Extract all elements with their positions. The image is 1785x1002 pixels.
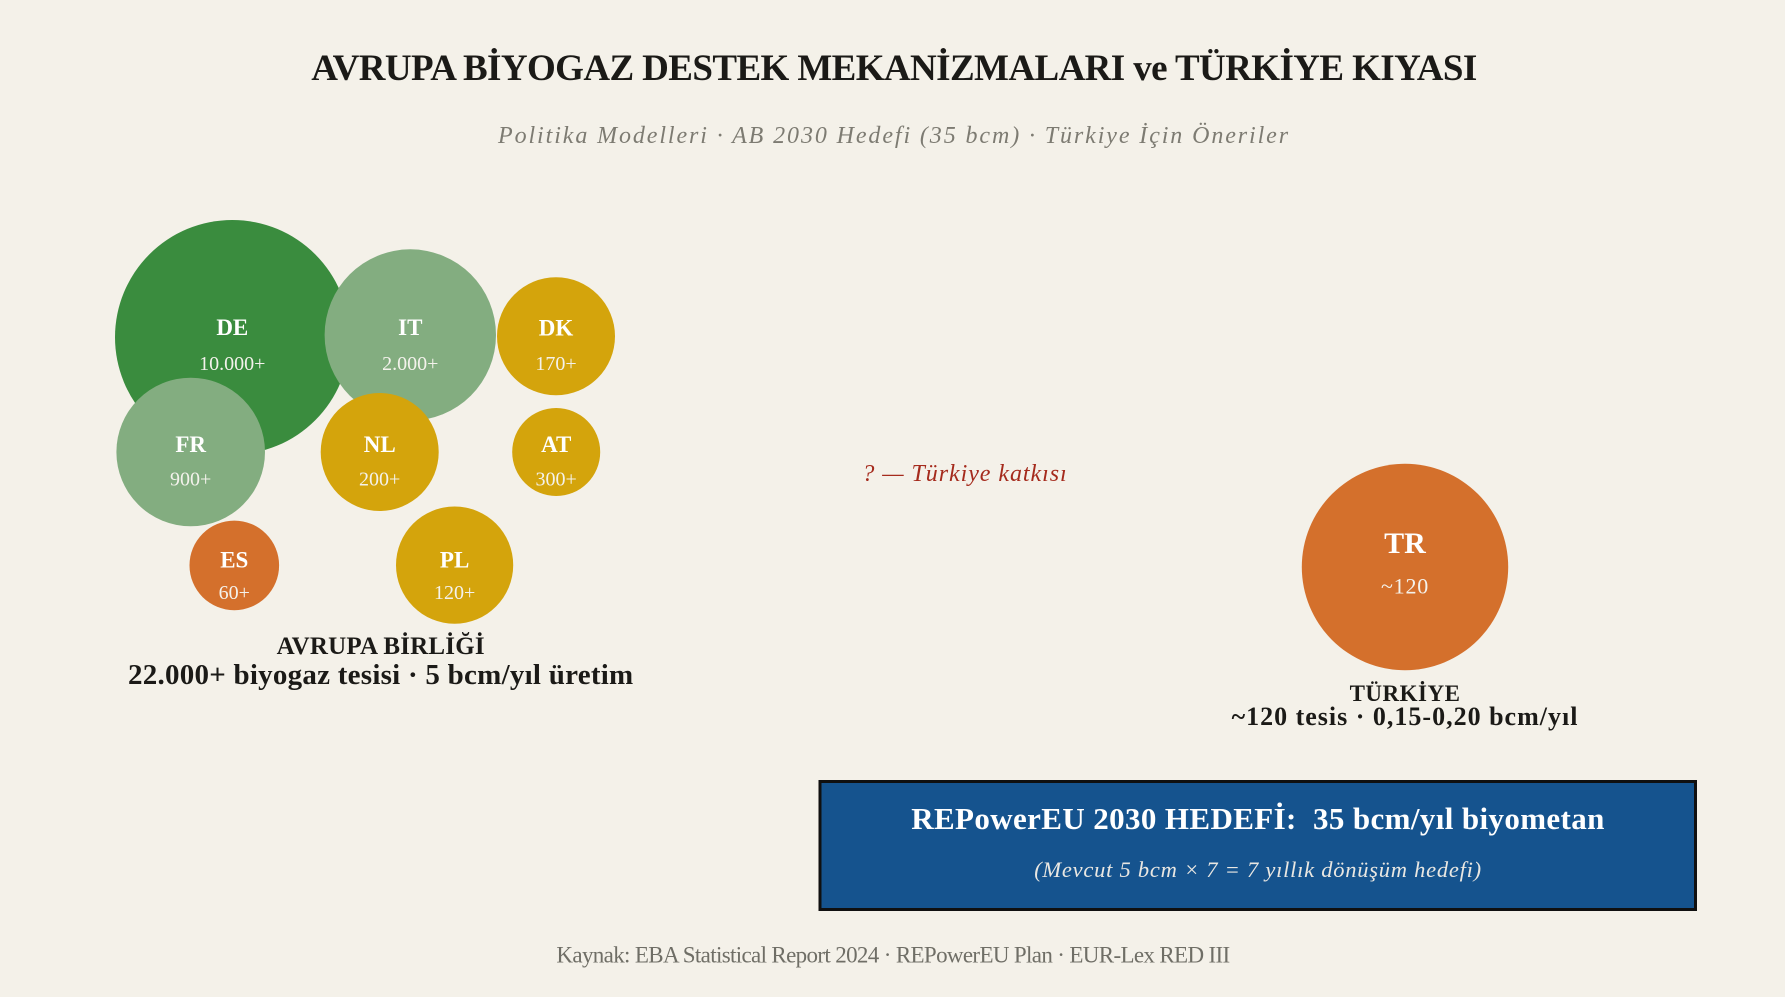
svg-text:PL: PL [440, 548, 469, 573]
svg-text:AVRUPA BİYOGAZ DESTEK MEKANİZM: AVRUPA BİYOGAZ DESTEK MEKANİZMALARI ve T… [311, 47, 1477, 89]
svg-text:60+: 60+ [219, 582, 250, 604]
svg-text:ES: ES [220, 548, 248, 573]
svg-text:NL: NL [364, 432, 396, 457]
svg-text:Politika Modelleri · AB 2030 H: Politika Modelleri · AB 2030 Hedefi (35 … [497, 123, 1290, 149]
svg-text:~120: ~120 [1381, 574, 1429, 599]
svg-text:DK: DK [539, 316, 574, 341]
svg-text:2.000+: 2.000+ [382, 353, 438, 375]
svg-text:900+: 900+ [170, 468, 211, 490]
svg-text:REPowerEU 2030 HEDEFİ: 35 bcm: REPowerEU 2030 HEDEFİ: 35 bcm/yıl biyome… [911, 801, 1605, 836]
svg-text:TÜRKİYE: TÜRKİYE [1350, 681, 1461, 706]
svg-text:200+: 200+ [359, 468, 400, 490]
svg-text:AVRUPA BİRLİĞİ: AVRUPA BİRLİĞİ [277, 631, 485, 660]
svg-text:120+: 120+ [434, 582, 475, 604]
svg-text:AT: AT [541, 432, 571, 457]
svg-text:170+: 170+ [535, 353, 576, 375]
svg-text:~120 tesis · 0,15-0,20 bcm/yıl: ~120 tesis · 0,15-0,20 bcm/yıl [1232, 702, 1579, 731]
svg-text:Kaynak: EBA Statistical Report: Kaynak: EBA Statistical Report 2024 · RE… [556, 943, 1229, 968]
svg-text:? — Türkiye katkısı: ? — Türkiye katkısı [862, 461, 1067, 487]
svg-text:10.000+: 10.000+ [199, 353, 265, 375]
svg-text:22.000+ biyogaz tesisi · 5 bcm: 22.000+ biyogaz tesisi · 5 bcm/yıl üreti… [128, 659, 634, 691]
svg-text:TR: TR [1384, 527, 1426, 560]
svg-text:300+: 300+ [536, 468, 577, 490]
svg-text:DE: DE [216, 315, 248, 340]
svg-text:IT: IT [398, 315, 422, 340]
svg-text:(Mevcut 5 bcm × 7 = 7 yıllık d: (Mevcut 5 bcm × 7 = 7 yıllık dönüşüm hed… [1034, 857, 1482, 882]
svg-text:FR: FR [175, 432, 206, 457]
